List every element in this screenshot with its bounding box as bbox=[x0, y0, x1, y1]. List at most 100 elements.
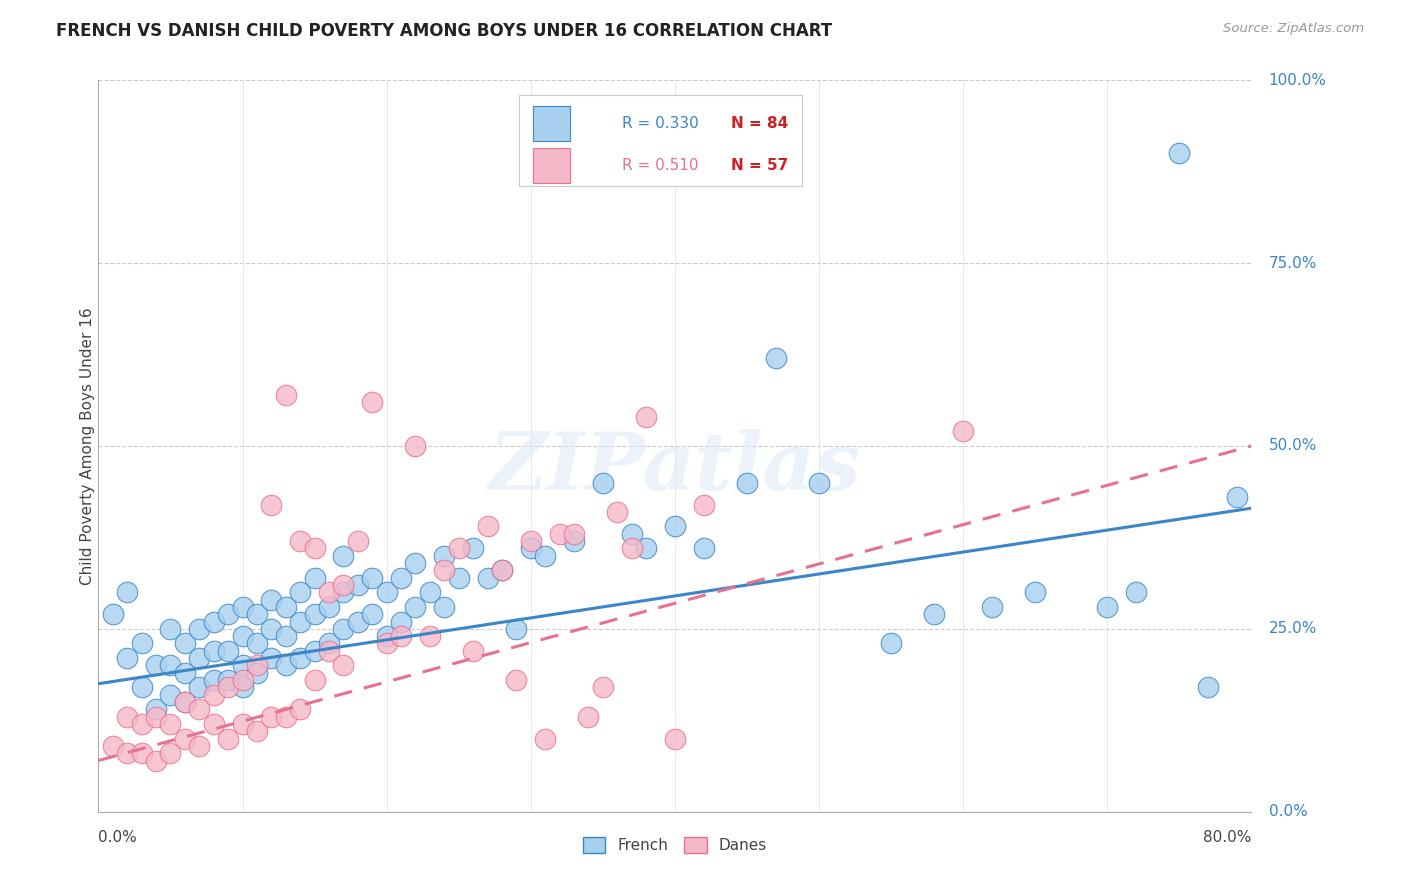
Point bbox=[505, 622, 527, 636]
Point bbox=[231, 673, 254, 687]
Point bbox=[290, 534, 312, 549]
Point bbox=[246, 724, 269, 739]
Point bbox=[1226, 490, 1249, 504]
Point bbox=[274, 658, 297, 673]
Point bbox=[491, 563, 513, 577]
Point bbox=[274, 629, 297, 643]
Point bbox=[246, 665, 269, 680]
Point bbox=[217, 731, 239, 746]
Point bbox=[664, 731, 686, 746]
Text: N = 57: N = 57 bbox=[731, 158, 789, 173]
Point bbox=[477, 571, 499, 585]
Point bbox=[202, 615, 225, 629]
Point bbox=[188, 702, 211, 716]
Point bbox=[131, 636, 153, 650]
Point bbox=[159, 717, 181, 731]
Point bbox=[880, 636, 903, 650]
Text: 0.0%: 0.0% bbox=[98, 830, 138, 845]
Point bbox=[202, 644, 225, 658]
Point bbox=[117, 585, 138, 599]
Point bbox=[159, 658, 181, 673]
Point bbox=[693, 498, 716, 512]
Point bbox=[375, 629, 398, 643]
Point bbox=[159, 622, 181, 636]
Point bbox=[419, 585, 441, 599]
Y-axis label: Child Poverty Among Boys Under 16: Child Poverty Among Boys Under 16 bbox=[80, 307, 94, 585]
Text: ZIPatlas: ZIPatlas bbox=[489, 429, 860, 507]
Point bbox=[174, 695, 197, 709]
Point bbox=[346, 534, 368, 549]
Point bbox=[765, 351, 787, 366]
Point bbox=[260, 592, 283, 607]
Point bbox=[318, 636, 340, 650]
Point bbox=[405, 556, 427, 570]
Point bbox=[447, 571, 470, 585]
Point bbox=[735, 475, 758, 490]
Point bbox=[101, 739, 124, 753]
Point bbox=[592, 475, 614, 490]
Bar bbox=[533, 147, 569, 183]
Point bbox=[405, 439, 427, 453]
Text: 0.0%: 0.0% bbox=[1268, 805, 1308, 819]
Point bbox=[1097, 599, 1119, 614]
Point bbox=[922, 607, 945, 622]
Point bbox=[274, 709, 297, 723]
Point bbox=[274, 388, 297, 402]
Point bbox=[636, 541, 658, 556]
Point bbox=[117, 709, 138, 723]
Point bbox=[260, 709, 283, 723]
Point bbox=[217, 607, 239, 622]
Point bbox=[491, 563, 513, 577]
Point bbox=[346, 615, 368, 629]
Point bbox=[304, 541, 326, 556]
Point bbox=[433, 599, 456, 614]
Point bbox=[202, 673, 225, 687]
Point bbox=[231, 629, 254, 643]
FancyBboxPatch shape bbox=[519, 95, 801, 186]
Point bbox=[389, 615, 412, 629]
Point bbox=[433, 549, 456, 563]
Point bbox=[274, 599, 297, 614]
Point bbox=[159, 746, 181, 760]
Point bbox=[461, 541, 484, 556]
Point bbox=[332, 578, 354, 592]
Bar bbox=[533, 106, 569, 141]
Point bbox=[246, 658, 269, 673]
Point bbox=[145, 658, 167, 673]
Text: 25.0%: 25.0% bbox=[1268, 622, 1317, 636]
Point bbox=[131, 717, 153, 731]
Legend: French, Danes: French, Danes bbox=[576, 830, 773, 859]
Point bbox=[304, 673, 326, 687]
Point bbox=[231, 681, 254, 695]
Point bbox=[131, 681, 153, 695]
Point bbox=[231, 658, 254, 673]
Point bbox=[389, 629, 412, 643]
Point bbox=[477, 519, 499, 533]
Point bbox=[636, 409, 658, 424]
Point bbox=[202, 717, 225, 731]
Point bbox=[664, 519, 686, 533]
Point bbox=[433, 563, 456, 577]
Point bbox=[578, 709, 600, 723]
Point bbox=[145, 754, 167, 768]
Point bbox=[188, 681, 211, 695]
Text: 50.0%: 50.0% bbox=[1268, 439, 1317, 453]
Point bbox=[361, 571, 384, 585]
Point bbox=[246, 607, 269, 622]
Point bbox=[548, 526, 571, 541]
Text: N = 84: N = 84 bbox=[731, 116, 789, 131]
Point bbox=[217, 681, 239, 695]
Point bbox=[505, 673, 527, 687]
Point bbox=[562, 526, 585, 541]
Point bbox=[361, 395, 384, 409]
Point bbox=[188, 739, 211, 753]
Point bbox=[447, 541, 470, 556]
Point bbox=[318, 599, 340, 614]
Point bbox=[159, 688, 181, 702]
Text: R = 0.330: R = 0.330 bbox=[621, 116, 699, 131]
Point bbox=[318, 585, 340, 599]
Point bbox=[620, 526, 643, 541]
Point bbox=[405, 599, 427, 614]
Text: 75.0%: 75.0% bbox=[1268, 256, 1317, 270]
Point bbox=[520, 541, 543, 556]
